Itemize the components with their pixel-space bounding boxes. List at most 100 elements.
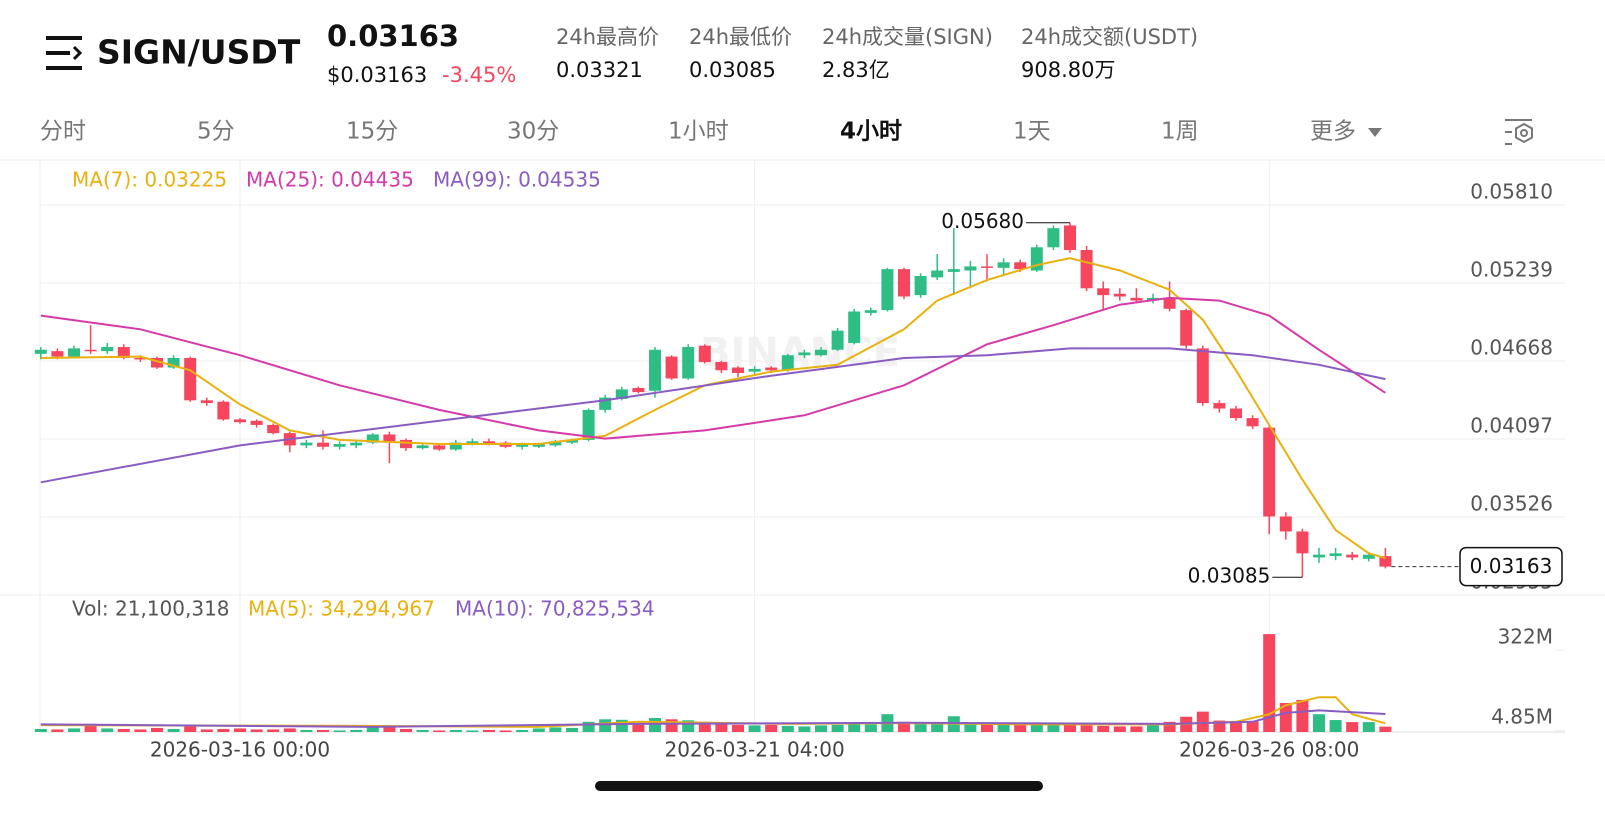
candle-body: [267, 424, 280, 434]
candle-body: [964, 266, 977, 271]
candle-body: [715, 362, 728, 371]
candle-body: [1213, 403, 1226, 409]
volume-bar: [931, 722, 944, 732]
volume-bar: [1279, 703, 1292, 732]
candle-body: [1047, 228, 1060, 248]
volume-bar: [499, 730, 512, 732]
candle-body: [981, 266, 993, 268]
volume-bar: [416, 729, 429, 732]
volume-bar: [831, 724, 844, 732]
candle-body: [1329, 553, 1342, 557]
volume-bar: [649, 718, 661, 732]
volume-bar: [549, 727, 562, 732]
candle-body: [1080, 250, 1093, 289]
candle-body: [1362, 554, 1375, 559]
volume-bar: [665, 719, 678, 732]
volume-bar: [400, 728, 412, 732]
stat-value: 2.83亿: [822, 58, 890, 82]
volume-bar: [765, 724, 778, 732]
stat-label: 24h成交额(USDT): [1021, 25, 1198, 49]
volume-bar: [1163, 721, 1176, 732]
candle-body: [300, 442, 313, 446]
volume-bar: [1379, 726, 1392, 732]
ma-legend: MA(99): 0.04535: [433, 168, 601, 192]
tab[interactable]: 分时: [40, 119, 86, 145]
candle-body: [317, 442, 329, 447]
volume-bar: [1064, 724, 1076, 732]
volume-bar: [566, 727, 578, 732]
ma-line: [40, 257, 1386, 560]
menu-icon[interactable]: [46, 36, 83, 70]
volume-bar: [964, 723, 977, 732]
volume-bar: [682, 720, 695, 732]
last-price-label: 0.03163: [1470, 554, 1553, 578]
candle-body: [798, 352, 811, 356]
y-tick-label: 0.05239: [1470, 257, 1553, 281]
volume-bar: [1230, 722, 1242, 732]
candle-body: [1014, 262, 1027, 270]
volume-bar: [1080, 725, 1093, 732]
candle-body: [466, 441, 479, 445]
volume-ma-legend: MA(5): 34,294,967: [248, 597, 435, 621]
candle-body: [516, 444, 529, 447]
volume-bar: [217, 728, 230, 732]
candle-body: [698, 345, 711, 363]
candle-body: [51, 351, 64, 357]
candle-body: [416, 445, 429, 449]
settings-icon[interactable]: [1505, 119, 1533, 145]
candle-body: [947, 269, 960, 272]
candle-body: [101, 347, 114, 352]
tab[interactable]: 4小时: [840, 119, 902, 145]
candle-body: [1230, 408, 1242, 419]
candle-body: [1163, 297, 1176, 309]
stat-label: 24h最低价: [689, 25, 792, 49]
volume-bar: [1047, 723, 1060, 732]
candle-body: [350, 442, 363, 446]
candle-body: [1346, 554, 1359, 558]
volume-bar: [234, 728, 246, 732]
volume-bar: [34, 728, 47, 732]
candle-body: [366, 434, 379, 443]
candle-body: [532, 444, 545, 447]
dropdown-arrow[interactable]: [1368, 128, 1382, 137]
volume-bar: [599, 719, 612, 732]
candle-body: [815, 349, 827, 356]
volume-bar: [449, 729, 462, 732]
volume-bar: [51, 729, 64, 732]
stat-value: 0.03085: [689, 58, 776, 82]
candle-body: [898, 269, 910, 297]
tab[interactable]: 30分: [507, 119, 559, 145]
y-tick-label: 0.04097: [1470, 413, 1553, 437]
volume-bar: [267, 729, 280, 732]
candle-body: [134, 357, 147, 360]
candle-body: [333, 444, 346, 447]
volume-bar: [1030, 724, 1043, 732]
candle-body: [1196, 348, 1209, 404]
volume-bar: [798, 726, 811, 732]
volume-bar: [848, 722, 861, 732]
tab[interactable]: 更多: [1310, 119, 1356, 145]
volume-bar: [1329, 720, 1342, 732]
tab[interactable]: 1小时: [668, 119, 729, 145]
volume-bar: [333, 730, 346, 732]
tab[interactable]: 1周: [1161, 119, 1199, 145]
ma-line: [40, 347, 1386, 484]
candle-body: [864, 310, 877, 313]
tab[interactable]: 1天: [1013, 119, 1051, 145]
volume-bar: [466, 730, 479, 732]
volume-bar: [483, 729, 495, 732]
tab[interactable]: 5分: [197, 119, 235, 145]
x-tick-label: 2026-03-26 08:00: [1179, 738, 1359, 762]
candle-body: [1263, 427, 1276, 517]
candle-body: [383, 434, 396, 442]
candle-body: [1313, 554, 1325, 558]
volume-ma-legend: MA(10): 70,825,534: [455, 597, 655, 621]
tab[interactable]: 15分: [346, 119, 398, 145]
stat-label: 24h成交量(SIGN): [822, 25, 993, 49]
candle-body: [483, 441, 495, 445]
candle-body: [1279, 516, 1292, 532]
candle-body: [1180, 310, 1193, 346]
candle-body: [1097, 288, 1110, 296]
volume-bar: [283, 728, 296, 732]
volume-bar: [250, 729, 263, 732]
